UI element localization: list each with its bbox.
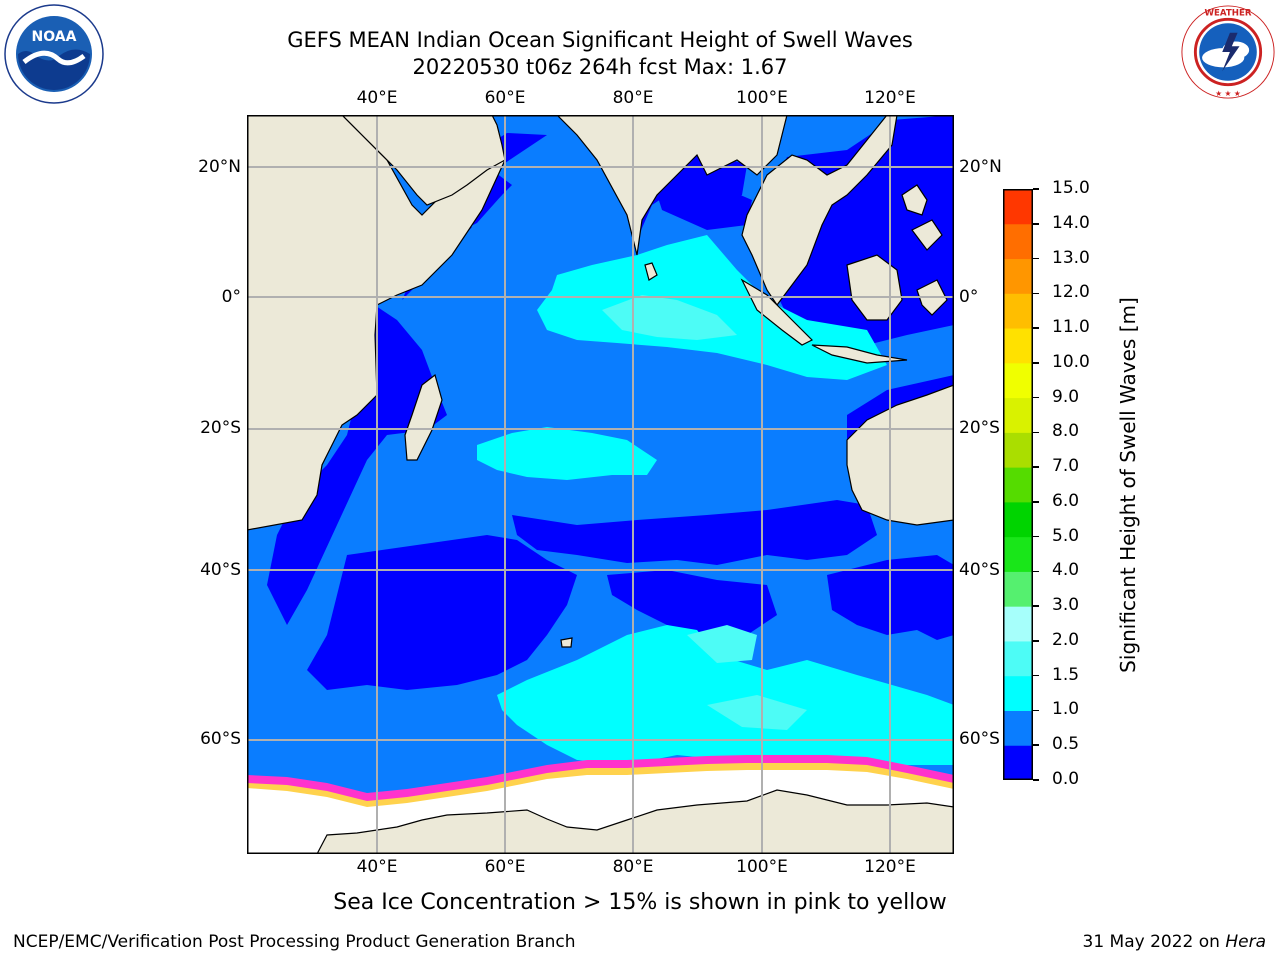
colorbar-tick-mark (1033, 570, 1039, 573)
noaa-logo-icon: NOAA (4, 4, 104, 104)
lon-tick-bottom: 60°E (484, 857, 526, 877)
colorbar-segment (1003, 467, 1033, 503)
nws-logo-icon: WEATHER ★ ★ ★ (1181, 5, 1275, 99)
svg-text:★ ★ ★: ★ ★ ★ (1215, 89, 1241, 98)
swell-height-map (247, 115, 954, 854)
colorbar-segment (1003, 640, 1033, 677)
antarctica-land (316, 789, 954, 854)
lat-tick-right: 20°S (959, 418, 1000, 438)
lon-tick-top: 80°E (612, 88, 654, 108)
colorbar-tick-label: 1.0 (1052, 699, 1080, 720)
colorbar-tick-label: 13.0 (1052, 247, 1090, 268)
colorbar-tick-label: 6.0 (1052, 490, 1080, 511)
colorbar-tick-label: 9.0 (1052, 386, 1080, 407)
colorbar-tick-mark (1033, 362, 1039, 364)
lat-tick-left: 60°S (200, 729, 241, 749)
lon-tick-bottom: 40°E (356, 857, 398, 877)
colorbar-tick-label: 5.0 (1052, 525, 1080, 546)
lat-tick-left: 20°S (200, 418, 241, 438)
colorbar (1003, 189, 1033, 780)
colorbar-tick-mark (1033, 640, 1039, 642)
lon-tick-top: 40°E (356, 88, 398, 108)
colorbar-tick-label: 8.0 (1052, 421, 1080, 442)
colorbar-segment (1003, 536, 1033, 572)
svg-text:WEATHER: WEATHER (1204, 9, 1251, 19)
lat-tick-right: 0° (959, 287, 979, 307)
lat-tick-right: 40°S (959, 560, 1000, 580)
svg-text:NOAA: NOAA (32, 29, 77, 45)
footer-machine: Hera (1225, 932, 1266, 952)
colorbar-segment (1003, 362, 1033, 399)
lon-tick-top: 120°E (864, 88, 916, 108)
lon-tick-bottom: 80°E (612, 857, 654, 877)
colorbar-tick-label: 12.0 (1052, 282, 1090, 303)
colorbar-tick-label: 15.0 (1052, 178, 1090, 198)
colorbar-segment (1003, 745, 1033, 780)
sea-ice-caption: Sea Ice Concentration > 15% is shown in … (333, 890, 947, 915)
colorbar-segment (1003, 328, 1033, 364)
colorbar-segment (1003, 293, 1033, 329)
colorbar-segment (1003, 432, 1033, 468)
colorbar-tick-label: 7.0 (1052, 456, 1080, 477)
map-title: GEFS MEAN Indian Ocean Significant Heigh… (287, 28, 913, 52)
colorbar-tick-mark (1033, 396, 1039, 399)
colorbar-tick-label: 4.0 (1052, 560, 1080, 581)
colorbar-tick-mark (1033, 709, 1039, 712)
colorbar-title: Significant Height of Swell Waves [m] (1116, 297, 1140, 673)
map-frame (247, 115, 954, 854)
colorbar-tick-mark (1033, 501, 1039, 503)
colorbar-tick-mark (1033, 257, 1039, 260)
colorbar-tick-label: 0.0 (1052, 769, 1080, 789)
colorbar-segment (1003, 675, 1033, 711)
colorbar-tick-mark (1033, 327, 1039, 329)
lat-tick-right: 20°N (959, 157, 1002, 177)
colorbar-tick-mark (1033, 466, 1039, 468)
colorbar-tick-mark (1033, 779, 1039, 781)
colorbar-segment (1003, 189, 1033, 225)
colorbar-tick-mark (1033, 431, 1039, 434)
colorbar-tick-label: 11.0 (1052, 317, 1090, 338)
colorbar-segment (1003, 571, 1033, 607)
colorbar-segment (1003, 501, 1033, 538)
colorbar-tick-label: 10.0 (1052, 351, 1090, 372)
colorbar-tick-mark (1033, 188, 1039, 190)
footer-date: 31 May 2022 on Hera (1082, 932, 1267, 952)
colorbar-tick-mark (1033, 744, 1039, 746)
lon-tick-top: 60°E (484, 88, 526, 108)
footer-credit: NCEP/EMC/Verification Post Processing Pr… (13, 932, 576, 952)
lon-tick-bottom: 100°E (736, 857, 788, 877)
graticule (247, 115, 954, 854)
lat-tick-right: 60°S (959, 729, 1000, 749)
colorbar-tick-label: 3.0 (1052, 595, 1080, 616)
continents (247, 115, 954, 648)
colorbar-segment (1003, 397, 1033, 433)
lat-tick-left: 0° (221, 287, 241, 307)
map-subtitle: 20220530 t06z 264h fcst Max: 1.67 (412, 55, 788, 79)
colorbar-segment (1003, 223, 1033, 260)
higher-swell-regions (602, 295, 807, 730)
lon-tick-top: 100°E (736, 88, 788, 108)
colorbar-segment (1003, 258, 1033, 294)
lat-tick-left: 40°S (200, 560, 241, 580)
lat-tick-left: 20°N (198, 157, 241, 177)
colorbar-tick-mark (1033, 605, 1039, 607)
colorbar-tick-label: 14.0 (1052, 212, 1090, 233)
colorbar-tick-label: 0.5 (1052, 734, 1080, 755)
colorbar-tick-mark (1033, 674, 1039, 677)
colorbar-segment (1003, 710, 1033, 746)
colorbar-tick-mark (1033, 535, 1039, 538)
colorbar-tick-mark (1033, 223, 1039, 225)
colorbar-tick-label: 1.5 (1052, 664, 1080, 685)
colorbar-tick-mark (1033, 292, 1039, 295)
lon-tick-bottom: 120°E (864, 857, 916, 877)
colorbar-segment (1003, 606, 1033, 642)
colorbar-tick-label: 2.0 (1052, 629, 1080, 650)
